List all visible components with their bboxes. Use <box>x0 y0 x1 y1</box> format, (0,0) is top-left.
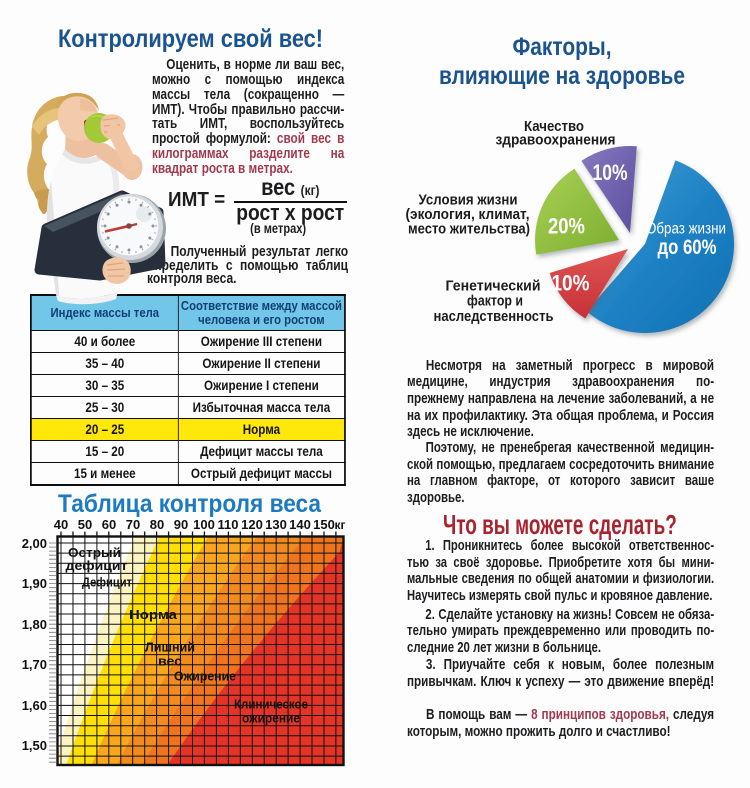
svg-text:Ожирение: Ожирение <box>174 669 236 684</box>
svg-text:ожирение: ожирение <box>242 711 300 726</box>
svg-text:10%: 10% <box>552 271 590 296</box>
svg-text:1,60: 1,60 <box>22 698 47 713</box>
svg-text:110: 110 <box>218 517 239 532</box>
svg-text:Клиническое: Клиническое <box>234 697 308 712</box>
svg-text:до 60%: до 60% <box>658 236 717 259</box>
svg-text:Лишний: Лишний <box>145 640 195 655</box>
svg-text:50: 50 <box>78 517 92 532</box>
svg-text:фактор и: фактор и <box>467 294 523 310</box>
svg-text:Дефицит: Дефицит <box>82 575 132 590</box>
svg-text:130: 130 <box>265 517 287 532</box>
svg-text:вес: вес <box>158 654 182 669</box>
svg-text:место жительства): место жительства) <box>408 221 530 237</box>
svg-text:1,80: 1,80 <box>22 617 47 632</box>
svg-text:здравоохранения: здравоохранения <box>496 133 616 149</box>
svg-text:90: 90 <box>174 517 188 532</box>
svg-text:наследственность: наследственность <box>434 309 554 325</box>
svg-text:(экология, климат,: (экология, климат, <box>406 207 530 223</box>
svg-text:100: 100 <box>193 517 215 532</box>
svg-text:Условия жизни: Условия жизни <box>419 192 518 208</box>
svg-text:Норма: Норма <box>129 607 178 622</box>
svg-text:Генетический: Генетический <box>446 278 541 294</box>
svg-text:60: 60 <box>102 517 116 532</box>
svg-text:20%: 20% <box>548 214 585 239</box>
svg-text:2,00: 2,00 <box>22 536 47 551</box>
svg-text:1,90: 1,90 <box>22 576 47 591</box>
svg-text:40: 40 <box>54 517 68 532</box>
svg-text:Острый: Острый <box>68 545 121 560</box>
svg-text:80: 80 <box>150 517 164 532</box>
svg-text:Качество: Качество <box>524 119 584 135</box>
svg-text:Образ жизни: Образ жизни <box>646 221 726 238</box>
svg-text:1,70: 1,70 <box>22 657 47 672</box>
svg-text:70: 70 <box>126 517 140 532</box>
svg-text:кг: кг <box>334 518 345 532</box>
svg-text:140: 140 <box>289 517 311 532</box>
svg-text:дефицит: дефицит <box>66 558 128 573</box>
svg-text:120: 120 <box>241 517 263 532</box>
svg-text:1,50: 1,50 <box>22 738 47 753</box>
svg-text:10%: 10% <box>593 160 628 185</box>
svg-text:150: 150 <box>313 517 335 532</box>
